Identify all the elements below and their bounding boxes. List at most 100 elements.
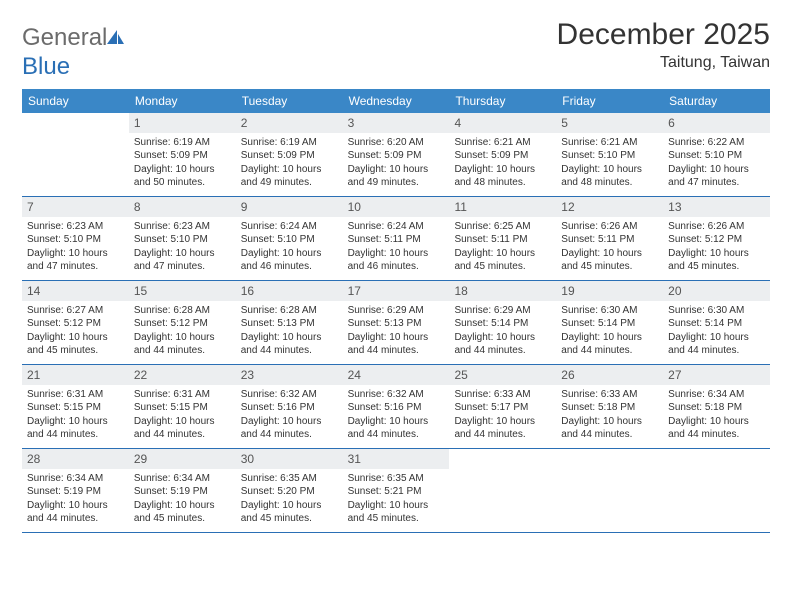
weeks-container: 1Sunrise: 6:19 AMSunset: 5:09 PMDaylight…: [22, 113, 770, 533]
day-cell: [663, 449, 770, 532]
daylight-text: Daylight: 10 hours and 44 minutes.: [134, 415, 231, 442]
sunrise-text: Sunrise: 6:24 AM: [348, 220, 445, 234]
location: Taitung, Taiwan: [557, 54, 770, 72]
month-title: December 2025: [557, 18, 770, 52]
daylight-text: Daylight: 10 hours and 44 minutes.: [668, 331, 765, 358]
day-cell: 11Sunrise: 6:25 AMSunset: 5:11 PMDayligh…: [449, 197, 556, 280]
day-number: 29: [129, 449, 236, 469]
day-number: 28: [22, 449, 129, 469]
sunset-text: Sunset: 5:11 PM: [454, 233, 551, 247]
day-number: 15: [129, 281, 236, 301]
day-cell: 4Sunrise: 6:21 AMSunset: 5:09 PMDaylight…: [449, 113, 556, 196]
day-details: Sunrise: 6:34 AMSunset: 5:19 PMDaylight:…: [129, 469, 236, 530]
daylight-text: Daylight: 10 hours and 48 minutes.: [561, 163, 658, 190]
day-cell: 17Sunrise: 6:29 AMSunset: 5:13 PMDayligh…: [343, 281, 450, 364]
sunset-text: Sunset: 5:14 PM: [561, 317, 658, 331]
day-cell: 19Sunrise: 6:30 AMSunset: 5:14 PMDayligh…: [556, 281, 663, 364]
day-number: 24: [343, 365, 450, 385]
sunset-text: Sunset: 5:16 PM: [241, 401, 338, 415]
day-details: Sunrise: 6:33 AMSunset: 5:18 PMDaylight:…: [556, 385, 663, 446]
day-details: Sunrise: 6:32 AMSunset: 5:16 PMDaylight:…: [343, 385, 450, 446]
daylight-text: Daylight: 10 hours and 47 minutes.: [134, 247, 231, 274]
day-cell: 3Sunrise: 6:20 AMSunset: 5:09 PMDaylight…: [343, 113, 450, 196]
day-cell: 31Sunrise: 6:35 AMSunset: 5:21 PMDayligh…: [343, 449, 450, 532]
day-details: Sunrise: 6:30 AMSunset: 5:14 PMDaylight:…: [556, 301, 663, 362]
daylight-text: Daylight: 10 hours and 44 minutes.: [561, 331, 658, 358]
day-details: Sunrise: 6:19 AMSunset: 5:09 PMDaylight:…: [129, 133, 236, 194]
day-cell: 18Sunrise: 6:29 AMSunset: 5:14 PMDayligh…: [449, 281, 556, 364]
sunset-text: Sunset: 5:17 PM: [454, 401, 551, 415]
sunset-text: Sunset: 5:18 PM: [668, 401, 765, 415]
day-number: 5: [556, 113, 663, 133]
sail-icon: [105, 25, 125, 53]
sunset-text: Sunset: 5:16 PM: [348, 401, 445, 415]
day-number: 30: [236, 449, 343, 469]
day-number: 10: [343, 197, 450, 217]
day-number: 19: [556, 281, 663, 301]
day-number: 11: [449, 197, 556, 217]
day-details: Sunrise: 6:22 AMSunset: 5:10 PMDaylight:…: [663, 133, 770, 194]
logo-part2: Blue: [22, 53, 70, 80]
sunset-text: Sunset: 5:10 PM: [668, 149, 765, 163]
week-row: 14Sunrise: 6:27 AMSunset: 5:12 PMDayligh…: [22, 281, 770, 365]
daylight-text: Daylight: 10 hours and 45 minutes.: [454, 247, 551, 274]
sunrise-text: Sunrise: 6:25 AM: [454, 220, 551, 234]
sunset-text: Sunset: 5:09 PM: [241, 149, 338, 163]
day-cell: 16Sunrise: 6:28 AMSunset: 5:13 PMDayligh…: [236, 281, 343, 364]
sunrise-text: Sunrise: 6:27 AM: [27, 304, 124, 318]
sunrise-text: Sunrise: 6:34 AM: [668, 388, 765, 402]
sunrise-text: Sunrise: 6:32 AM: [241, 388, 338, 402]
sunrise-text: Sunrise: 6:34 AM: [134, 472, 231, 486]
sunrise-text: Sunrise: 6:26 AM: [668, 220, 765, 234]
day-details: Sunrise: 6:26 AMSunset: 5:11 PMDaylight:…: [556, 217, 663, 278]
day-cell: 30Sunrise: 6:35 AMSunset: 5:20 PMDayligh…: [236, 449, 343, 532]
sunrise-text: Sunrise: 6:32 AM: [348, 388, 445, 402]
day-details: Sunrise: 6:28 AMSunset: 5:13 PMDaylight:…: [236, 301, 343, 362]
daylight-text: Daylight: 10 hours and 44 minutes.: [134, 331, 231, 358]
day-cell: [556, 449, 663, 532]
day-number: 20: [663, 281, 770, 301]
day-details: Sunrise: 6:30 AMSunset: 5:14 PMDaylight:…: [663, 301, 770, 362]
sunrise-text: Sunrise: 6:21 AM: [454, 136, 551, 150]
sunrise-text: Sunrise: 6:35 AM: [348, 472, 445, 486]
day-number: 21: [22, 365, 129, 385]
sunset-text: Sunset: 5:11 PM: [348, 233, 445, 247]
sunset-text: Sunset: 5:15 PM: [134, 401, 231, 415]
day-cell: 2Sunrise: 6:19 AMSunset: 5:09 PMDaylight…: [236, 113, 343, 196]
weekday-header: Sunday Monday Tuesday Wednesday Thursday…: [22, 89, 770, 113]
sunset-text: Sunset: 5:12 PM: [134, 317, 231, 331]
sunset-text: Sunset: 5:10 PM: [27, 233, 124, 247]
daylight-text: Daylight: 10 hours and 48 minutes.: [454, 163, 551, 190]
logo: GeneralBlue: [22, 18, 125, 81]
day-cell: 12Sunrise: 6:26 AMSunset: 5:11 PMDayligh…: [556, 197, 663, 280]
daylight-text: Daylight: 10 hours and 47 minutes.: [27, 247, 124, 274]
day-number: 31: [343, 449, 450, 469]
daylight-text: Daylight: 10 hours and 44 minutes.: [241, 415, 338, 442]
day-number: 9: [236, 197, 343, 217]
weekday-sun: Sunday: [22, 89, 129, 113]
day-cell: 28Sunrise: 6:34 AMSunset: 5:19 PMDayligh…: [22, 449, 129, 532]
day-cell: 6Sunrise: 6:22 AMSunset: 5:10 PMDaylight…: [663, 113, 770, 196]
day-number: 25: [449, 365, 556, 385]
day-details: Sunrise: 6:32 AMSunset: 5:16 PMDaylight:…: [236, 385, 343, 446]
sunrise-text: Sunrise: 6:20 AM: [348, 136, 445, 150]
weekday-tue: Tuesday: [236, 89, 343, 113]
day-cell: [449, 449, 556, 532]
day-number: 27: [663, 365, 770, 385]
sunrise-text: Sunrise: 6:30 AM: [668, 304, 765, 318]
day-number: 26: [556, 365, 663, 385]
title-block: December 2025 Taitung, Taiwan: [557, 18, 770, 72]
sunrise-text: Sunrise: 6:35 AM: [241, 472, 338, 486]
daylight-text: Daylight: 10 hours and 44 minutes.: [668, 415, 765, 442]
daylight-text: Daylight: 10 hours and 49 minutes.: [348, 163, 445, 190]
day-cell: 13Sunrise: 6:26 AMSunset: 5:12 PMDayligh…: [663, 197, 770, 280]
day-cell: 22Sunrise: 6:31 AMSunset: 5:15 PMDayligh…: [129, 365, 236, 448]
day-details: Sunrise: 6:25 AMSunset: 5:11 PMDaylight:…: [449, 217, 556, 278]
day-cell: 8Sunrise: 6:23 AMSunset: 5:10 PMDaylight…: [129, 197, 236, 280]
day-number: 8: [129, 197, 236, 217]
daylight-text: Daylight: 10 hours and 45 minutes.: [27, 331, 124, 358]
weekday-fri: Friday: [556, 89, 663, 113]
sunset-text: Sunset: 5:21 PM: [348, 485, 445, 499]
sunset-text: Sunset: 5:14 PM: [454, 317, 551, 331]
daylight-text: Daylight: 10 hours and 45 minutes.: [134, 499, 231, 526]
